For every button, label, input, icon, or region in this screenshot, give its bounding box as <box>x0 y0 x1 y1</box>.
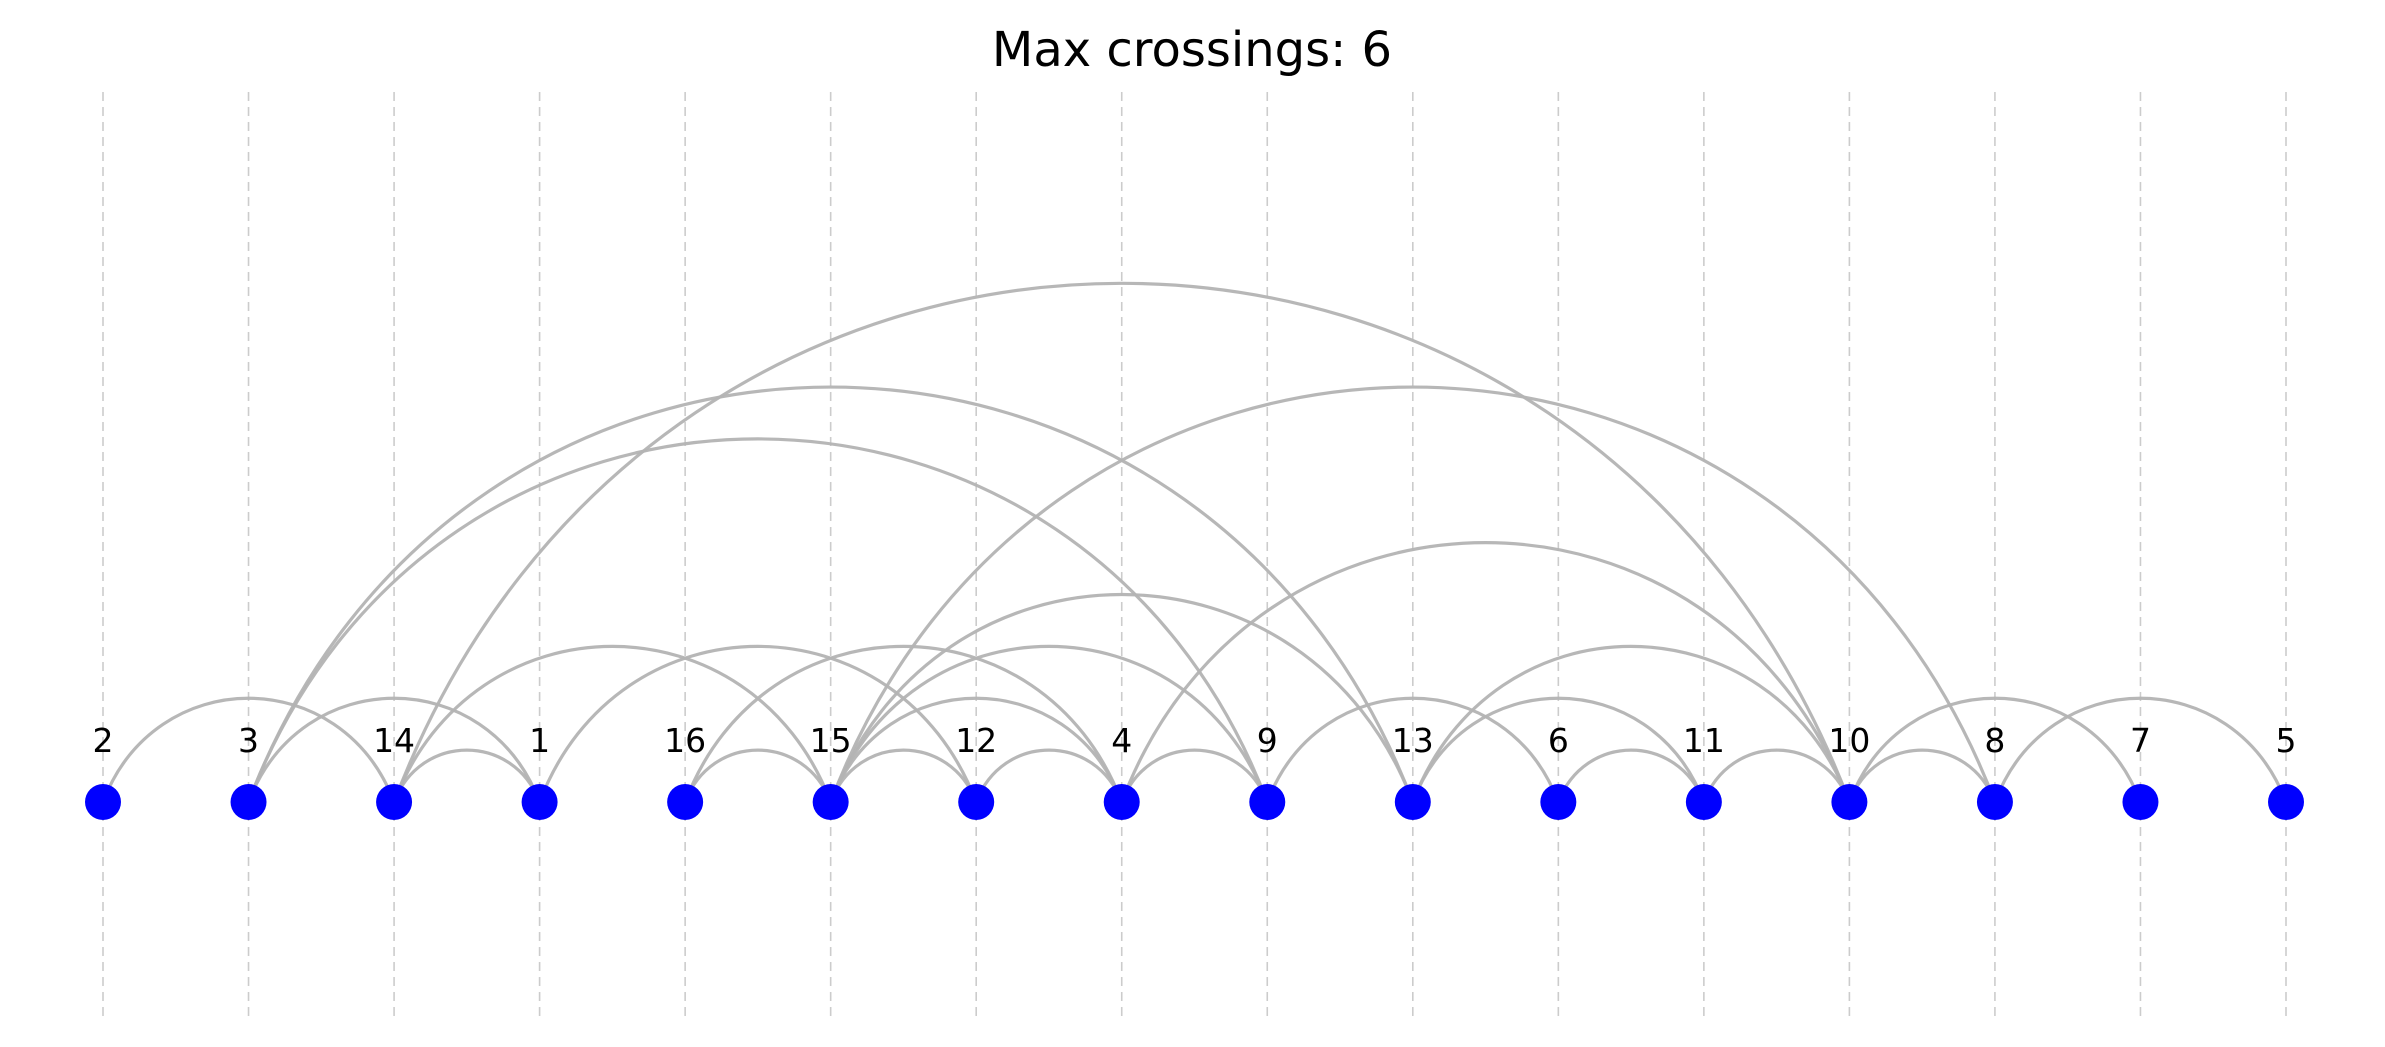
node-label-1: 1 <box>529 721 550 760</box>
node-15 <box>812 784 849 820</box>
edge-15-9 <box>829 645 1269 803</box>
edge-6-11 <box>1556 748 1706 803</box>
node-label-5: 5 <box>2276 721 2297 760</box>
edge-15-4 <box>829 696 1124 803</box>
node-label-2: 2 <box>93 721 114 760</box>
node-11 <box>1685 784 1722 820</box>
node-9 <box>1249 784 1286 820</box>
node-label-3: 3 <box>238 721 259 760</box>
node-label-12: 12 <box>955 721 997 760</box>
edge-13-10 <box>1411 645 1851 803</box>
edge-16-15 <box>683 748 833 803</box>
edge-4-9 <box>1120 748 1269 803</box>
edge-9-6 <box>1265 696 1560 803</box>
edge-3-1 <box>247 696 542 803</box>
node-label-13: 13 <box>1392 721 1434 760</box>
node-label-11: 11 <box>1683 721 1725 760</box>
edge-arcs <box>101 281 2288 803</box>
node-label-6: 6 <box>1548 721 1569 760</box>
node-label-10: 10 <box>1828 721 1870 760</box>
node-label-14: 14 <box>373 721 415 760</box>
edge-4-10 <box>1120 541 1851 803</box>
node-8 <box>1976 784 2013 820</box>
edge-14-10 <box>392 281 1851 803</box>
edge-14-1 <box>392 748 542 803</box>
node-labels: 2 3 14 1 16 15 12 4 9 13 6 11 10 8 7 5 <box>93 721 2297 760</box>
node-13 <box>1394 784 1431 820</box>
edge-14-15 <box>392 645 833 803</box>
node-5 <box>2268 784 2304 820</box>
edge-10-7 <box>1847 696 2142 803</box>
edge-3-9 <box>247 437 1269 803</box>
edge-15-13 <box>829 592 1415 803</box>
node-label-7: 7 <box>2130 721 2151 760</box>
node-7 <box>2122 784 2159 820</box>
edge-15-8 <box>829 385 1997 803</box>
node-2 <box>85 784 121 820</box>
node-label-4: 4 <box>1111 721 1132 760</box>
node-10 <box>1831 784 1868 820</box>
edge-16-4 <box>683 645 1124 803</box>
node-label-8: 8 <box>1984 721 2005 760</box>
guide-lines <box>102 92 2287 1018</box>
edge-3-13 <box>247 385 1415 803</box>
edge-2-14 <box>101 696 396 803</box>
edge-13-11 <box>1411 696 1706 803</box>
node-12 <box>958 784 995 820</box>
edge-8-5 <box>1993 696 2288 803</box>
node-label-9: 9 <box>1257 721 1278 760</box>
edge-11-10 <box>1702 748 1851 803</box>
node-3 <box>230 784 267 820</box>
node-label-15: 15 <box>810 721 852 760</box>
node-label-16: 16 <box>664 721 706 760</box>
edge-12-4 <box>974 748 1124 803</box>
node-14 <box>376 784 413 820</box>
edge-1-12 <box>538 645 978 803</box>
diagram-title: Max crossings: 6 <box>992 22 1392 78</box>
edge-10-8 <box>1847 748 1997 803</box>
nodes <box>85 784 2304 820</box>
node-4 <box>1103 784 1140 820</box>
node-1 <box>521 784 558 820</box>
edge-15-12 <box>829 748 978 803</box>
node-16 <box>667 784 704 820</box>
node-6 <box>1540 784 1577 820</box>
